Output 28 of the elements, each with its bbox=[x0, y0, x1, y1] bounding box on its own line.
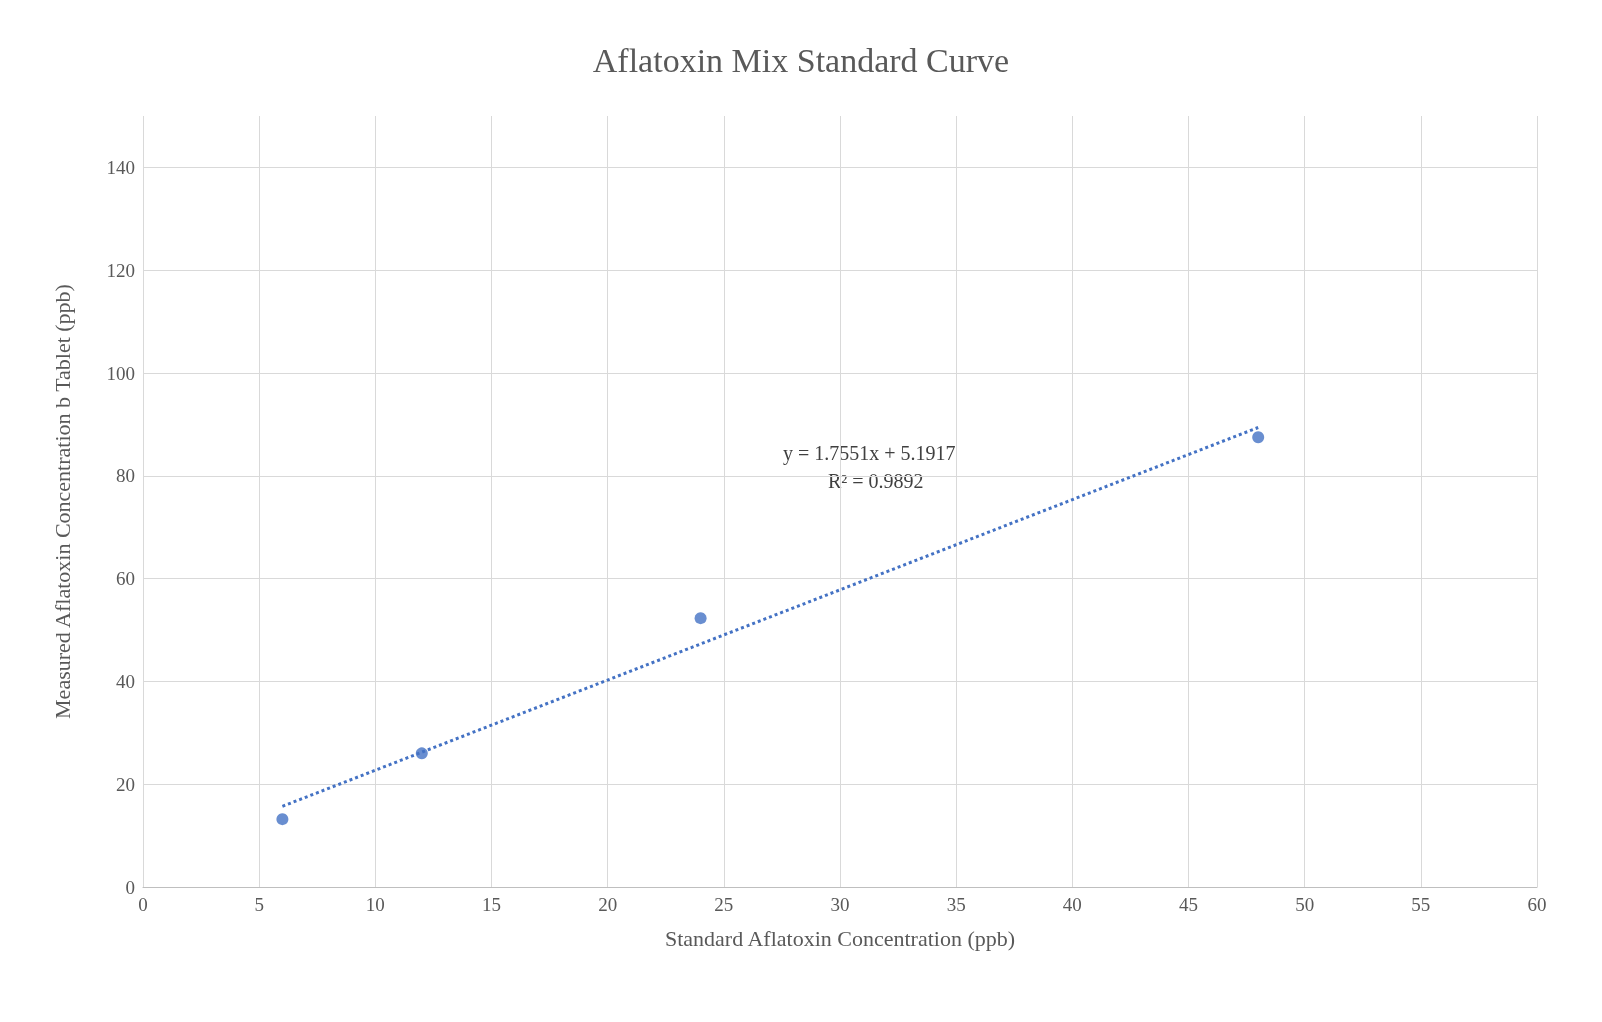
x-tick-label: 15 bbox=[482, 894, 501, 915]
x-tick-label: 35 bbox=[946, 894, 966, 915]
y-tick-label: 20 bbox=[116, 773, 135, 795]
y-axis-title: Measured Aflatoxin Concentration b Tablet (ppb) bbox=[49, 284, 75, 719]
x-tick-label: 5 bbox=[254, 894, 264, 915]
x-axis-title: Standard Aflatoxin Concentration (ppb) bbox=[664, 925, 1016, 951]
x-tick-label: 50 bbox=[1295, 894, 1315, 915]
x-tick-label: 20 bbox=[598, 894, 618, 915]
y-tick-label: 140 bbox=[106, 156, 135, 178]
y-tick-label: 40 bbox=[116, 670, 135, 692]
y-tick-label: 100 bbox=[106, 362, 135, 384]
y-tick-label: 80 bbox=[116, 465, 135, 487]
x-tick-label: 0 bbox=[138, 894, 148, 915]
chart-title: Aflatoxin Mix Standard Curve bbox=[592, 41, 1010, 79]
x-tick-label: 25 bbox=[714, 894, 734, 915]
x-tick-label: 40 bbox=[1062, 894, 1082, 915]
annotation: y = 1.7551x + 5.1917 bbox=[783, 442, 956, 465]
x-tick-label: 55 bbox=[1411, 894, 1431, 915]
point bbox=[276, 813, 289, 826]
x-tick-label: 30 bbox=[830, 894, 850, 915]
x-tick-label: 45 bbox=[1179, 894, 1198, 915]
x-tick-label: 10 bbox=[365, 894, 385, 915]
y-tick-label: 0 bbox=[125, 876, 135, 898]
y-tick-label: 120 bbox=[106, 259, 135, 281]
point bbox=[694, 612, 707, 625]
y-tick-label: 60 bbox=[116, 568, 135, 590]
x-tick-label: 60 bbox=[1527, 894, 1547, 915]
point bbox=[1252, 431, 1265, 444]
